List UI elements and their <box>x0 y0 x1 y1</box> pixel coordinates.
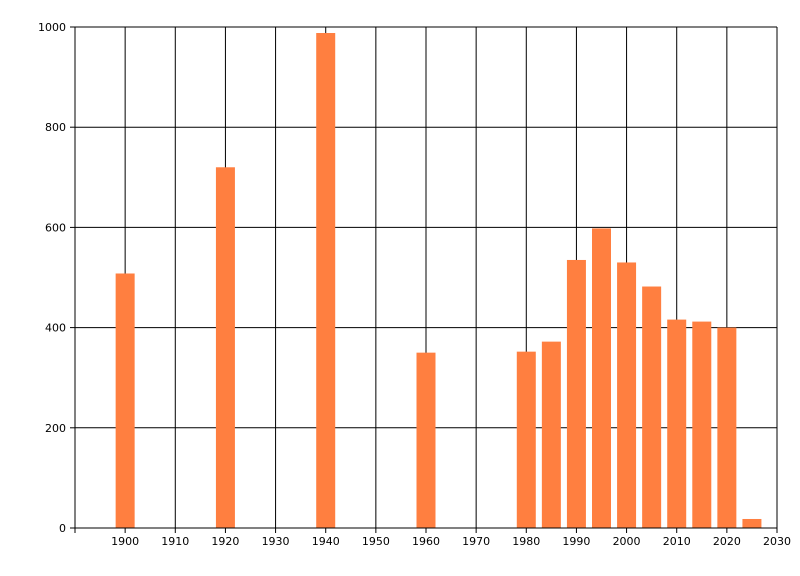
y-tick-label: 400 <box>45 322 66 335</box>
x-tick-label: 1950 <box>362 535 390 548</box>
bar <box>516 351 536 528</box>
bar <box>692 321 712 528</box>
bar <box>541 341 561 528</box>
y-tick-label: 600 <box>45 221 66 234</box>
x-tick-label: 1930 <box>262 535 290 548</box>
x-tick-label: 1990 <box>562 535 590 548</box>
y-tick-label: 1000 <box>38 21 66 34</box>
bar <box>717 327 737 528</box>
x-tick-label: 2010 <box>663 535 691 548</box>
x-tick-label: 1910 <box>161 535 189 548</box>
bar <box>115 273 135 528</box>
y-tick-label: 0 <box>59 522 66 535</box>
bar <box>592 228 611 529</box>
x-tick-label: 1900 <box>111 535 139 548</box>
x-tick-label: 2020 <box>713 535 741 548</box>
bar <box>642 286 662 528</box>
axes <box>70 26 778 533</box>
bar <box>617 262 637 528</box>
x-tick-label: 2030 <box>763 535 791 548</box>
y-tick-label: 200 <box>45 422 66 435</box>
x-tick-label: 1960 <box>412 535 440 548</box>
y-tick-label: 800 <box>45 121 66 134</box>
x-tick-label: 1940 <box>312 535 340 548</box>
x-tick-label: 1980 <box>512 535 540 548</box>
x-tick-labels: 1900 1910 1920 1930 1940 1950 1960 1970 1980 1990… <box>111 535 791 548</box>
bar <box>667 319 687 528</box>
bars <box>115 33 762 529</box>
y-tick-labels: 0 200 400 600 800 1000 <box>38 21 66 535</box>
bar <box>742 518 762 528</box>
x-tick-label: 2000 <box>613 535 641 548</box>
bar <box>566 259 586 528</box>
x-tick-label: 1920 <box>211 535 239 548</box>
bar <box>416 352 436 528</box>
x-tick-label: 1970 <box>462 535 490 548</box>
bar <box>215 167 235 528</box>
bar <box>316 33 336 529</box>
